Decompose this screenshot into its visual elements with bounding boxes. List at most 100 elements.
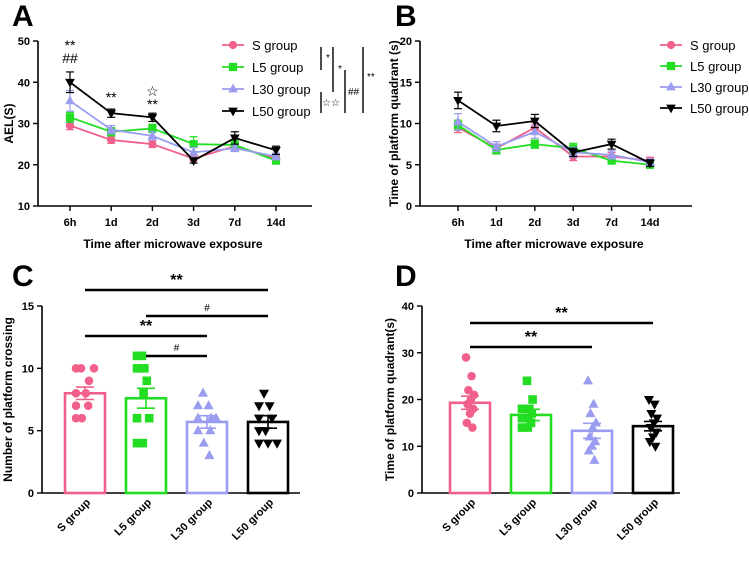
chart-b-xtick-label: 14d [641, 217, 660, 229]
chart-c-data-point [132, 413, 142, 423]
chart-d-ytick-label: 0 [408, 488, 414, 500]
chart-c-data-point [83, 401, 93, 411]
chart-c-data-point [81, 388, 91, 398]
chart-d-data-point [528, 395, 537, 404]
chart-c-data-point [271, 439, 283, 449]
chart-b-legend-label: L30 group [690, 80, 749, 95]
chart-b-data-point [606, 149, 617, 159]
chart-c-data-point [89, 364, 99, 373]
chart-b-data-point [529, 126, 540, 136]
chart-d-xtick-label: S group [440, 496, 478, 534]
chart-d-xtick-label: L5 group [497, 496, 539, 538]
chart-c-xtick-label: L5 group [112, 496, 154, 538]
chart-d-data-point [650, 442, 661, 452]
chart-a-data-point [65, 95, 75, 105]
chart-b-series-line [457, 99, 651, 164]
chart-b-data-point [491, 141, 502, 150]
chart-c-data-point [253, 414, 265, 424]
chart-b-ytick-label: 0 [406, 201, 412, 213]
chart-a-legend-marker [228, 83, 238, 93]
chart-d-xtick-label: L30 group [554, 496, 600, 542]
chart-a-data-point [106, 124, 117, 134]
chart-b-xtick-label: 3d [567, 217, 580, 229]
chart-d-data-point [648, 419, 659, 429]
chart-d-significance-label: ** [525, 329, 538, 346]
chart-b-legend-marker [666, 40, 676, 50]
chart-d-data-point [587, 421, 598, 432]
chart-a-xtick-label: 2d [146, 217, 159, 229]
chart-a-series-line [69, 81, 277, 162]
chart-a-data-point [229, 134, 240, 144]
chart-a-legend-marker [228, 62, 238, 72]
chart-b-data-point [568, 148, 579, 158]
chart-c-data-point [253, 427, 265, 437]
chart-a-legend-marker [228, 40, 238, 50]
chart-c-data-point [71, 401, 81, 411]
chart-d-data-point [583, 445, 594, 455]
chart-b-ytick-label: 15 [400, 77, 412, 89]
chart-c-data-point [266, 414, 278, 424]
chart-c-data-point [139, 388, 148, 398]
chart-a-data-point [147, 113, 158, 123]
chart-a-xlabel: Time after microwave exposure [83, 237, 263, 251]
chart-a-legend-label: S group [252, 38, 298, 53]
chart-a-data-point [147, 130, 158, 140]
chart-c-significance-label: ** [170, 272, 183, 289]
chart-d-data-point [468, 423, 477, 432]
chart-d-data-point [651, 428, 662, 438]
chart-a-series-line [69, 124, 277, 160]
chart-d-data-point [589, 454, 600, 464]
chart-c-data-point [258, 389, 270, 399]
chart-a-data-point [106, 109, 117, 119]
panel-letter-a: A [12, 0, 34, 33]
chart-a-legend-marker [228, 107, 238, 117]
chart-c-data-point [262, 439, 274, 449]
chart-a-ytick-label: 40 [18, 77, 30, 89]
chart-c-bar [246, 420, 290, 495]
chart-a-data-point [188, 157, 199, 166]
chart-d-data-point [522, 376, 532, 386]
chart-b-legend-marker [666, 81, 676, 91]
chart-c-data-point [197, 387, 209, 397]
chart-d-xtick-label: L50 group [615, 496, 661, 542]
chart-b-xtick-label: 1d [490, 217, 503, 229]
chart-b-series-line [457, 121, 651, 164]
chart-c-data-point [192, 412, 204, 422]
chart-b-xlabel: Time after microwave exposure [464, 237, 644, 251]
chart-a-legend-label: L30 group [252, 82, 311, 97]
chart-c-data-point [198, 437, 209, 447]
chart-c-data-point [142, 376, 152, 386]
chart-c-data-point [210, 412, 222, 422]
chart-d-data-point [584, 431, 595, 441]
chart-b-legend-label: L5 group [690, 59, 741, 74]
chart-a-legend-bracket-label: * [326, 53, 330, 64]
chart-c-significance-label: # [204, 303, 210, 314]
chart-a-ytick-label: 10 [18, 201, 30, 213]
chart-a-xtick-label: 1d [105, 217, 118, 229]
chart-d-significance-label: ** [555, 305, 568, 322]
chart-a-legend-label: L5 group [252, 60, 303, 75]
chart-b-xtick-label: 6h [452, 217, 465, 229]
chart-a-data-point [271, 146, 281, 156]
chart-c-ytick-label: 15 [22, 301, 34, 313]
chart-a-legend-bracket-label: ## [348, 87, 360, 98]
chart-c-data-point [71, 388, 81, 398]
chart-c-data-point [140, 364, 149, 373]
chart-a-legend-label: L50 group [252, 104, 311, 119]
chart-d-ytick-label: 40 [402, 301, 414, 313]
chart-d-ytick-label: 30 [402, 348, 414, 360]
chart-d-data-point [585, 407, 596, 418]
chart-b-data-point [491, 122, 502, 132]
chart-b-xtick-label: 7d [605, 217, 618, 229]
chart-d-data-point [644, 438, 655, 448]
chart-c-data-point [132, 351, 142, 361]
chart-c-data-point [71, 413, 81, 423]
chart-d-data-point [647, 433, 659, 443]
chart-a-legend-bracket-label: ☆☆ [322, 98, 340, 109]
chart-c-data-point [71, 364, 81, 373]
chart-b-data-point [453, 116, 463, 126]
chart-a-data-point [188, 147, 199, 156]
chart-d-data-point [464, 385, 473, 395]
chart-d-data-point [646, 409, 657, 420]
chart-a-ylabel: AEL(S) [2, 104, 16, 144]
